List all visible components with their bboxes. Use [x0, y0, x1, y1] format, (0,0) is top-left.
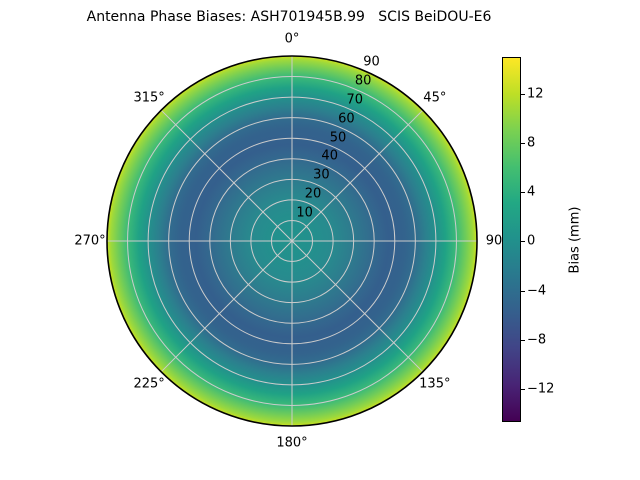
r-tick-label: 90	[363, 54, 380, 70]
r-tick-label: 70	[346, 92, 364, 108]
colorbar-tick-mark	[521, 339, 525, 341]
theta-tick-label: 0°	[284, 31, 300, 47]
r-tick-label: 20	[304, 186, 322, 202]
colorbar-tick-mark	[521, 290, 525, 292]
theta-gridline	[160, 240, 293, 373]
colorbar-tick-mark	[521, 241, 525, 243]
theta-tick-label: 270°	[74, 233, 106, 249]
theta-tick-label: 225°	[133, 376, 165, 392]
colorbar-tick-label: −12	[527, 381, 555, 397]
colorbar-tick-label: 0	[527, 233, 536, 249]
chart-title: Antenna Phase Biases: ASH701945B.99 SCIS…	[86, 9, 492, 25]
colorbar-tick-mark	[521, 93, 525, 95]
colorbar-axis-label: Bias (mm)	[567, 206, 583, 274]
theta-gridline	[291, 240, 424, 373]
colorbar-tick-label: 12	[527, 86, 544, 102]
theta-gridline	[160, 109, 293, 242]
colorbar	[502, 57, 521, 422]
r-tick-label: 10	[296, 205, 313, 221]
colorbar-tick-mark	[521, 388, 525, 390]
theta-tick-label: 180°	[276, 435, 308, 451]
r-tick-label: 30	[313, 167, 330, 183]
r-tick-label: 50	[329, 130, 347, 145]
colorbar-tick-label: 4	[527, 184, 536, 200]
polar-outline	[106, 55, 478, 427]
r-tick-label: 80	[354, 73, 372, 89]
colorbar-tick-mark	[521, 192, 525, 194]
theta-tick-label: 45°	[423, 90, 447, 106]
theta-tick-label: 135°	[419, 376, 451, 392]
r-tick-label: 40	[321, 148, 338, 164]
colorbar-tick-mark	[521, 143, 525, 145]
theta-tick-label: 315°	[133, 90, 165, 106]
colorbar-tick-label: −4	[527, 283, 547, 298]
r-tick-label: 60	[338, 111, 355, 127]
colorbar-tick-label: −8	[527, 332, 547, 348]
colorbar-gradient	[503, 58, 520, 421]
theta-tick-label: 90	[485, 233, 503, 249]
theta-gridline	[291, 109, 424, 242]
colorbar-tick-label: 8	[527, 135, 536, 151]
